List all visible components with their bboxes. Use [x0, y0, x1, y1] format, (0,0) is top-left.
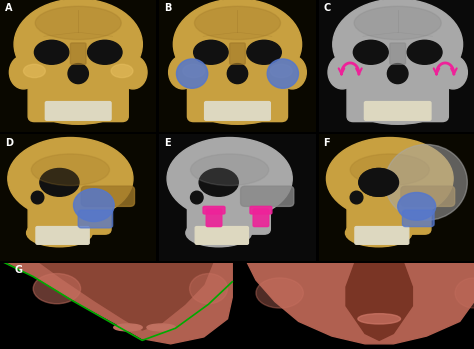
FancyBboxPatch shape: [187, 173, 270, 234]
Ellipse shape: [194, 6, 281, 40]
Ellipse shape: [9, 55, 37, 89]
Ellipse shape: [350, 154, 429, 186]
Ellipse shape: [366, 108, 429, 124]
FancyBboxPatch shape: [242, 265, 469, 347]
Text: A: A: [5, 3, 12, 13]
FancyBboxPatch shape: [402, 210, 434, 227]
FancyBboxPatch shape: [46, 102, 111, 120]
Text: G: G: [14, 265, 22, 275]
FancyBboxPatch shape: [365, 102, 431, 120]
Ellipse shape: [358, 314, 401, 324]
FancyBboxPatch shape: [195, 227, 248, 244]
Ellipse shape: [350, 191, 363, 204]
Text: B: B: [164, 3, 171, 13]
Ellipse shape: [270, 64, 292, 77]
Ellipse shape: [23, 64, 46, 77]
Ellipse shape: [8, 138, 133, 220]
Ellipse shape: [439, 55, 467, 89]
FancyBboxPatch shape: [250, 206, 272, 214]
Ellipse shape: [119, 55, 147, 89]
Ellipse shape: [167, 138, 292, 220]
Ellipse shape: [176, 59, 208, 88]
Text: C: C: [323, 3, 330, 13]
Ellipse shape: [173, 0, 301, 90]
Ellipse shape: [88, 40, 122, 64]
Ellipse shape: [267, 59, 299, 88]
Ellipse shape: [327, 138, 453, 220]
Ellipse shape: [206, 108, 269, 124]
Ellipse shape: [40, 169, 79, 196]
Ellipse shape: [31, 191, 44, 204]
Ellipse shape: [333, 0, 463, 90]
Ellipse shape: [147, 324, 175, 331]
Ellipse shape: [328, 55, 356, 89]
Ellipse shape: [114, 324, 142, 331]
FancyBboxPatch shape: [5, 265, 228, 347]
FancyBboxPatch shape: [347, 55, 448, 121]
Ellipse shape: [33, 274, 81, 304]
Ellipse shape: [359, 169, 399, 196]
FancyBboxPatch shape: [28, 55, 128, 121]
Ellipse shape: [186, 219, 252, 247]
FancyBboxPatch shape: [206, 209, 222, 227]
Ellipse shape: [278, 55, 306, 89]
Polygon shape: [346, 261, 412, 340]
Ellipse shape: [199, 169, 238, 196]
Ellipse shape: [191, 154, 269, 186]
Ellipse shape: [228, 64, 247, 84]
Ellipse shape: [14, 0, 142, 90]
Ellipse shape: [346, 219, 412, 247]
FancyBboxPatch shape: [401, 186, 455, 206]
FancyBboxPatch shape: [71, 43, 86, 64]
Ellipse shape: [359, 169, 399, 196]
Ellipse shape: [190, 274, 228, 304]
FancyBboxPatch shape: [187, 55, 288, 121]
FancyBboxPatch shape: [82, 186, 135, 206]
Ellipse shape: [385, 144, 467, 220]
Ellipse shape: [247, 40, 281, 64]
Ellipse shape: [407, 40, 442, 64]
Text: E: E: [164, 138, 171, 148]
Ellipse shape: [387, 64, 408, 84]
Ellipse shape: [27, 219, 92, 247]
Ellipse shape: [68, 64, 88, 84]
Ellipse shape: [31, 154, 109, 186]
Ellipse shape: [169, 55, 197, 89]
Ellipse shape: [354, 6, 441, 40]
FancyBboxPatch shape: [347, 173, 431, 234]
FancyBboxPatch shape: [36, 227, 89, 244]
Ellipse shape: [455, 278, 474, 308]
FancyBboxPatch shape: [241, 186, 294, 206]
FancyBboxPatch shape: [203, 206, 225, 214]
Ellipse shape: [35, 6, 121, 40]
Polygon shape: [38, 261, 213, 330]
Ellipse shape: [182, 64, 205, 77]
Ellipse shape: [256, 278, 303, 308]
Ellipse shape: [111, 64, 133, 77]
Ellipse shape: [191, 191, 203, 204]
Ellipse shape: [47, 108, 109, 124]
Polygon shape: [246, 261, 474, 344]
Ellipse shape: [73, 189, 114, 222]
Ellipse shape: [194, 40, 228, 64]
Polygon shape: [5, 261, 232, 344]
FancyBboxPatch shape: [253, 209, 269, 227]
FancyBboxPatch shape: [78, 210, 113, 228]
Text: D: D: [5, 138, 13, 148]
Ellipse shape: [398, 193, 436, 220]
FancyBboxPatch shape: [205, 102, 270, 120]
FancyBboxPatch shape: [355, 227, 409, 244]
FancyBboxPatch shape: [390, 43, 406, 64]
FancyBboxPatch shape: [229, 43, 246, 64]
FancyBboxPatch shape: [28, 173, 111, 234]
Text: F: F: [323, 138, 330, 148]
Ellipse shape: [35, 40, 69, 64]
Ellipse shape: [353, 40, 388, 64]
